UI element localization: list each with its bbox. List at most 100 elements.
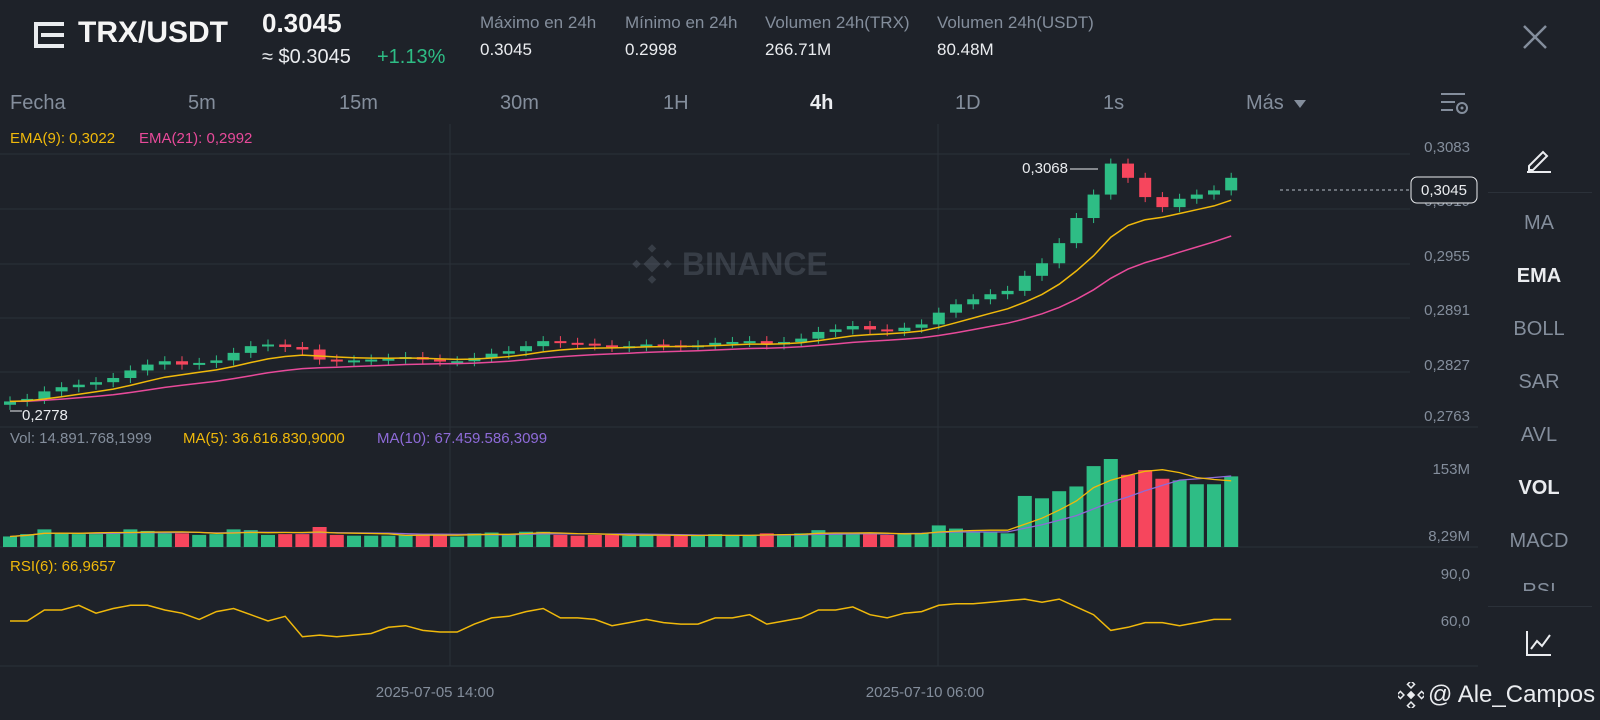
candle-up xyxy=(726,341,739,344)
price-axis-label: 0,2763 xyxy=(1424,408,1470,425)
candle-up xyxy=(984,294,997,300)
candle-down xyxy=(606,345,618,348)
candle-up xyxy=(365,359,378,362)
candle-down xyxy=(296,347,309,350)
candle-up xyxy=(348,360,360,363)
volume-bar-up xyxy=(398,534,413,547)
tab-4h[interactable]: 4h xyxy=(810,92,834,114)
candle-down xyxy=(864,326,876,330)
candle-down xyxy=(1122,163,1134,178)
indicator-chart-icon[interactable] xyxy=(1525,629,1553,657)
candle-up xyxy=(124,370,137,378)
pair-title[interactable]: TRX/USDT xyxy=(78,16,228,49)
candle-up xyxy=(4,401,16,405)
chart-grid xyxy=(0,124,1478,667)
volume-bar-up xyxy=(261,534,275,547)
sidebar-item-macd[interactable]: MACD xyxy=(1509,530,1569,552)
tab-1h[interactable]: 1H xyxy=(663,92,689,114)
candle-down xyxy=(330,359,343,362)
volume-bar-up xyxy=(691,535,705,547)
candle-up xyxy=(795,338,808,342)
volume-bar-down xyxy=(570,535,585,547)
volume-bar-up xyxy=(1172,480,1187,547)
chart-settings-icon[interactable] xyxy=(1440,90,1470,116)
volume-bar-up xyxy=(364,535,379,547)
sidebar-item-vol[interactable]: VOL xyxy=(1518,477,1560,499)
tab-1d[interactable]: 1D xyxy=(955,92,981,114)
volume-bar-up xyxy=(209,534,224,547)
volume-bar-up xyxy=(123,529,138,547)
volume-bar-up xyxy=(949,528,963,547)
candle-up xyxy=(1087,194,1100,219)
stat-low: Mínimo en 24h 0.2998 xyxy=(625,13,737,60)
candle-down xyxy=(313,349,326,360)
candle-up xyxy=(1036,263,1048,276)
candle-up xyxy=(55,387,68,392)
low-price-label: 0,2778 xyxy=(22,407,68,424)
volume-bar-down xyxy=(673,535,688,547)
stat-label: Máximo en 24h xyxy=(480,13,597,32)
candle-up xyxy=(1225,177,1238,191)
volume-bar-up xyxy=(639,534,654,547)
tab-5m[interactable]: 5m xyxy=(188,92,216,114)
chart-area[interactable]: BINANCE EMA(9): 0,3022 EMA(21): 0,2992 0… xyxy=(0,124,1478,720)
candle-up xyxy=(1018,275,1031,291)
price-axis-label: 0,2827 xyxy=(1424,357,1470,374)
candle-up xyxy=(1070,218,1083,244)
volume-bar-down xyxy=(175,533,189,547)
close-icon[interactable] xyxy=(1522,24,1548,50)
volume-bar-up xyxy=(1052,491,1067,547)
volume-bar-down xyxy=(1121,474,1135,547)
candle-up xyxy=(1190,194,1203,199)
volume-bar-up xyxy=(501,534,516,547)
candle-up xyxy=(1001,290,1014,295)
candle-down xyxy=(279,344,292,347)
sidebar-item-avl[interactable]: AVL xyxy=(1520,424,1558,446)
volume-bar-up xyxy=(347,535,361,547)
candle-up xyxy=(1053,243,1066,264)
volume-bar-up xyxy=(931,525,946,547)
sidebar-item-ema[interactable]: EMA xyxy=(1516,265,1562,287)
sidebar-item-ma[interactable]: MA xyxy=(1524,212,1554,234)
volume-bar-up xyxy=(983,531,998,547)
candle-up xyxy=(950,304,962,313)
tab-15m[interactable]: 15m xyxy=(339,92,378,114)
tab-more[interactable]: Más xyxy=(1246,92,1307,115)
stat-value: 80.48M xyxy=(937,40,994,59)
volume-bar-up xyxy=(140,530,155,547)
candle-down xyxy=(760,341,773,345)
menu-icon[interactable] xyxy=(34,20,64,50)
candle-up xyxy=(915,324,928,328)
tab-fecha[interactable]: Fecha xyxy=(10,92,66,114)
volume-axis-label: 153M xyxy=(1432,461,1470,478)
stat-volume-usdt: Volumen 24h(USDT) 80.48M xyxy=(937,13,1094,60)
tab-30m[interactable]: 30m xyxy=(500,92,539,114)
candle-down xyxy=(1139,177,1152,198)
sidebar-item-sar[interactable]: SAR xyxy=(1518,371,1560,393)
volume-bar-up xyxy=(450,536,465,547)
volume-bar-up xyxy=(71,534,86,547)
sidebar-item-rsi[interactable]: RSI xyxy=(1522,580,1556,591)
volume-bar-up xyxy=(742,535,757,547)
sidebar-item-boll[interactable]: BOLL xyxy=(1513,318,1565,340)
stat-volume-trx: Volumen 24h(TRX) 266.71M xyxy=(765,13,910,60)
stat-value: 266.71M xyxy=(765,40,832,59)
candle-up xyxy=(520,346,532,352)
volume-bar-up xyxy=(897,533,912,547)
candle-up xyxy=(829,329,842,332)
volume-bar-down xyxy=(863,533,877,547)
candle-down xyxy=(176,361,188,365)
price-usd: ≈ $0.3045 xyxy=(262,46,351,68)
tab-1s[interactable]: 1s xyxy=(1103,92,1125,114)
volume-bar-down xyxy=(1155,478,1170,547)
author-watermark: @ Ale_Campos xyxy=(1428,681,1596,708)
volume-bar-up xyxy=(54,532,69,547)
candle-down xyxy=(554,341,567,344)
candle-up xyxy=(141,364,154,371)
ema-lines xyxy=(9,199,1232,403)
candle-down xyxy=(657,344,670,347)
candle-up xyxy=(846,326,859,330)
volume-bar-up xyxy=(484,532,499,547)
pencil-icon[interactable] xyxy=(1525,146,1553,174)
candle-up xyxy=(1104,163,1117,195)
